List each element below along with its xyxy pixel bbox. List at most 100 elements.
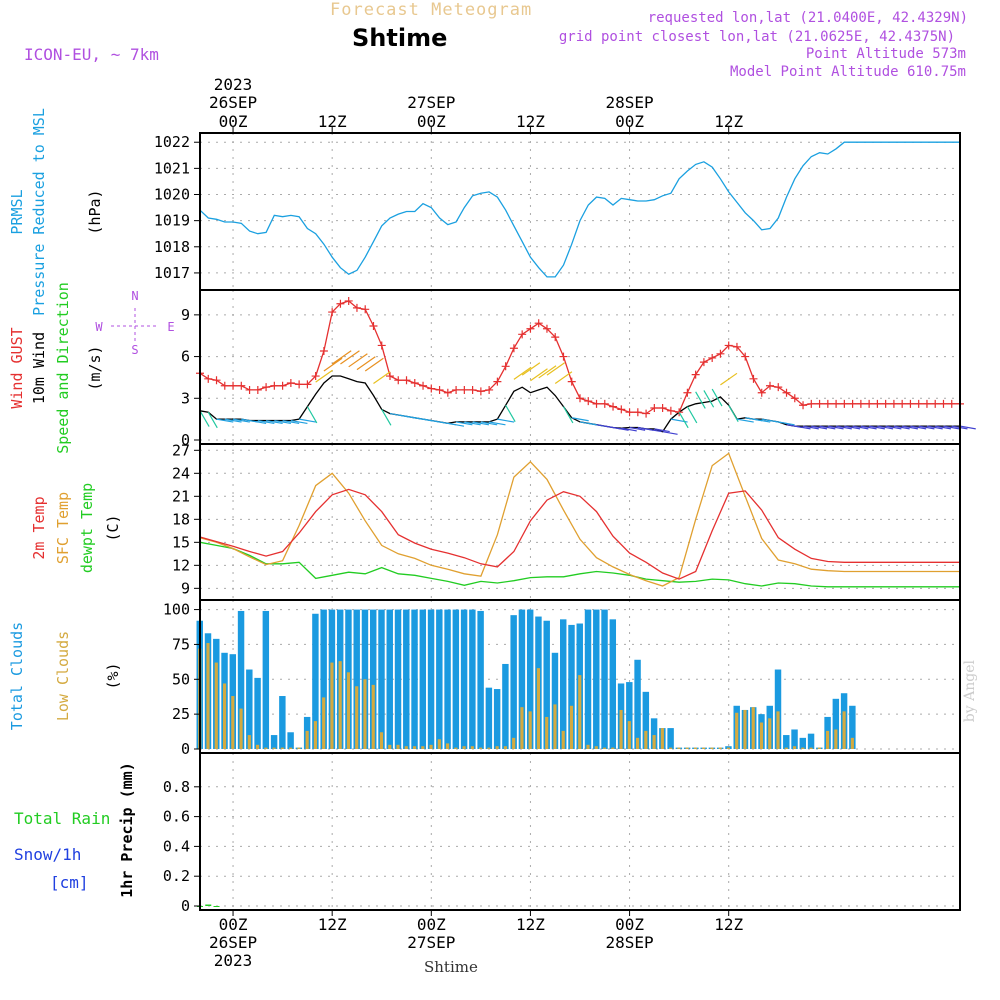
wind-arrow [306,406,318,424]
wind-arrow [621,427,637,432]
precip-snow-label: Snow/1h [14,845,81,864]
wind-arrow [290,419,308,425]
cloud-low-bar [289,747,293,749]
t2m-line [199,488,960,580]
wind-arrow [935,425,952,430]
gust-marker [757,388,766,397]
wind-arrow [356,356,376,371]
wind-arrow [480,421,498,426]
temp-unit: (C) [104,514,122,541]
cloud-total-bar [543,620,550,749]
compass-w: W [95,320,103,334]
gust-marker [642,409,651,418]
cloud-low-bar [545,716,549,749]
cloud-low-bar [702,747,706,749]
gust-marker [476,387,485,396]
gust-marker [328,308,337,317]
top-hour-label: 12Z [714,112,743,131]
dewpt-line [199,541,960,588]
bottom-hour-label: 00Z [219,915,248,934]
cloud-total-bar [403,609,410,749]
cloud-low-bar [388,744,392,749]
wind-arrow [331,350,352,365]
cloud-total-bar [568,624,575,749]
cloud-low-bar [446,743,450,749]
cloud-total-bar [436,609,443,749]
cloud-total-bar [518,609,526,749]
cloud-low-bar [305,730,309,749]
panel-frame-wind [199,289,961,445]
cloud-total-bar [320,609,327,749]
wind-arrow [678,411,689,429]
gust-marker [402,376,411,385]
gust-marker [319,347,328,356]
wind-arrow [918,425,935,430]
cloud-low-bar [520,707,524,749]
cloud-low-bar [346,672,351,749]
gust-marker [518,330,527,339]
tick-label-y-precip: 0.4 [163,837,190,855]
tick-label-y-pressure: 1019 [154,212,190,230]
cloud-total-bar [460,609,468,749]
tick-label-y-precip: 0.2 [163,867,190,885]
top-hour-label: 12Z [318,112,347,131]
gust-marker [377,341,386,350]
tick-label-y-temperature: 15 [172,533,190,551]
cloud-total-bar [526,609,534,749]
gust-marker [906,399,915,408]
gust-marker [617,405,626,414]
wind-arrow [728,404,739,422]
tick-label-y-cloud: 25 [172,705,190,723]
wind-arrow [662,431,678,435]
gust-marker [922,399,931,408]
cloud-low-bar [528,711,532,749]
cloud-low-bar [636,737,640,749]
cloud-low-bar [338,661,342,749]
gust-marker [881,399,890,408]
compass-e: E [167,320,174,334]
wind-dir-label: Speed and Direction [54,282,72,454]
wind-arrow [703,390,715,408]
wind-arrow [373,371,391,384]
gust-marker [386,372,394,381]
wind-line [199,375,960,433]
wind-arrow [521,362,541,376]
cloud-total-bar [510,615,517,749]
wind-arrow [844,425,861,430]
cloud-low-bar [363,679,367,749]
gust-marker [485,385,494,394]
wind-arrow [926,425,943,430]
tick-label-y-precip: 0.8 [163,778,190,796]
cloud-low-bar [817,747,821,749]
cloud-total-bar [634,659,641,749]
wind-arrow [340,350,360,365]
wind-arrow [489,421,506,426]
gust-marker [509,344,518,353]
gust-marker [865,399,874,408]
wind-arrow [538,365,557,379]
wind-arrow [232,418,250,423]
wind-arrow [505,404,516,422]
gust-marker [369,321,378,330]
footer-location: Shtime [424,958,478,976]
compass-cross [111,308,159,344]
frame-layer [194,127,961,916]
cloud-low-bar [404,746,408,749]
gust-marker [666,406,675,415]
wind-arrow [274,419,291,425]
cloud-total-bar [237,610,245,749]
gust-marker [229,381,238,390]
tick-label-y-cloud: 75 [172,635,190,653]
cloud-low-bar [652,735,656,749]
cloud-low-bar [536,668,541,749]
rain-bar [205,904,212,906]
wind-arrow [794,425,811,430]
cloud-low-bar [355,686,359,749]
cloud-low-bar [602,747,607,749]
cloud-total-bar [642,691,650,749]
cloud-total-bar [807,733,815,749]
gust-marker [253,385,262,394]
gust-marker [427,384,436,393]
cloud-total-bar [601,609,608,749]
tick-label-y-cloud: 100 [163,601,190,619]
